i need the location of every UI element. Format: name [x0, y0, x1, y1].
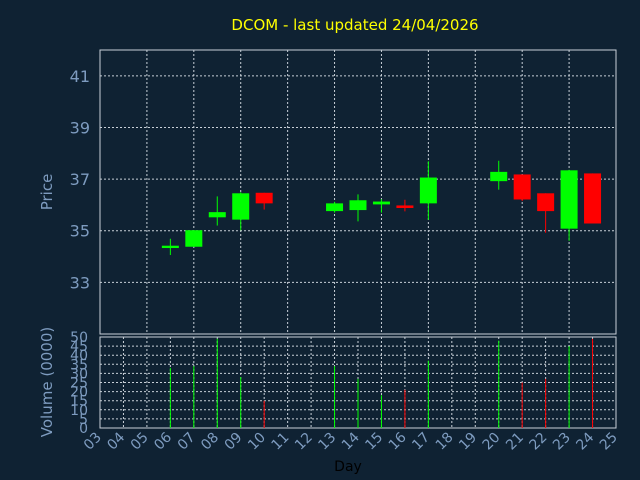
candle-10 [255, 192, 273, 210]
volume-tick-label: 5 [79, 412, 88, 428]
candle-08 [208, 196, 226, 226]
candle-17 [419, 161, 437, 220]
volume-tick-label: 10 [70, 403, 88, 419]
price-panel: 33 35 37 39 41 [70, 49, 617, 335]
candle-body [560, 170, 578, 229]
candle-body [208, 212, 226, 218]
candle-body [326, 203, 344, 212]
candle-22 [537, 193, 555, 233]
candle-21 [513, 174, 531, 202]
volume-tick-label: 35 [70, 357, 88, 373]
candle-body [372, 201, 390, 205]
x-axis: 03 04 05 06 07 08 09 10 11 12 13 14 15 16 17 18 19 20 21 22… [81, 429, 621, 453]
candle-24 [584, 173, 602, 224]
candle-body [513, 174, 531, 200]
candle-body [161, 245, 179, 249]
candle-09 [232, 192, 250, 231]
volume-tick-label: 20 [70, 385, 88, 401]
price-tick-label: 33 [70, 273, 90, 292]
candle-body [584, 173, 602, 224]
volume-axis-label: Volume (0000) [38, 327, 56, 437]
price-tick-label: 41 [70, 67, 90, 86]
candle-14 [349, 194, 367, 222]
candle-15 [372, 199, 390, 213]
candle-body [419, 177, 437, 204]
candle-16 [396, 199, 414, 212]
price-tick-label: 37 [70, 170, 90, 189]
price-tick-label: 39 [70, 118, 90, 137]
price-frame [99, 49, 617, 335]
volume-tick-label: 0 [79, 421, 88, 437]
price-tick-label: 35 [70, 222, 90, 241]
candle-body [490, 171, 508, 182]
volume-tick-label: 25 [70, 376, 88, 392]
chart-title: DCOM - last updated 24/04/2026 [231, 16, 478, 34]
candle-body [185, 230, 203, 247]
candle-13 [326, 201, 344, 213]
candle-body [396, 205, 414, 209]
volume-tick-label: 30 [70, 366, 88, 382]
volume-tick-label: 45 [70, 339, 88, 355]
volume-tick-label: 40 [70, 348, 88, 364]
x-axis-label: Day [334, 459, 362, 475]
price-axis-label: Price [38, 174, 56, 211]
volume-tick-label: 15 [70, 394, 88, 410]
candle-body [232, 193, 250, 220]
volume-tick-label: 50 [70, 330, 88, 346]
candle-body [537, 193, 555, 212]
candle-body [255, 192, 273, 204]
candle-06 [161, 238, 179, 255]
candle-07 [185, 230, 203, 247]
candle-20 [490, 160, 508, 190]
candle-body [349, 200, 367, 211]
candle-23 [560, 169, 578, 241]
